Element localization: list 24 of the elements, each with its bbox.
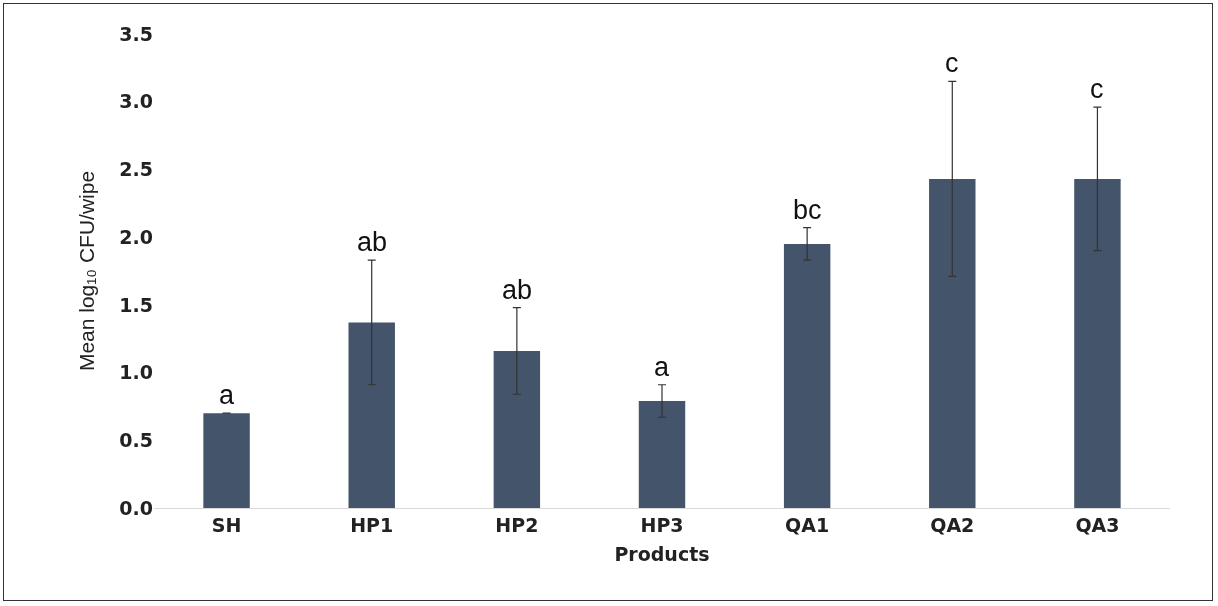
annotation: c xyxy=(1090,74,1104,104)
annotation: bc xyxy=(793,195,822,225)
x-tick-label: SH xyxy=(211,513,242,536)
x-tick-label: QA3 xyxy=(1075,513,1120,536)
y-tick-label: 0.0 xyxy=(119,496,153,519)
y-tick-label: 1.5 xyxy=(119,293,153,316)
x-tick-label: QA2 xyxy=(930,513,975,536)
y-tick-label: 1.0 xyxy=(119,361,153,384)
x-tick-label: HP1 xyxy=(350,513,394,536)
y-tick-label: 0.5 xyxy=(119,428,153,451)
annotation: ab xyxy=(502,275,533,305)
x-tick-label: HP2 xyxy=(495,513,539,536)
annotation: a xyxy=(654,352,670,382)
annotation: ab xyxy=(357,227,388,257)
y-tick-label: 2.0 xyxy=(119,225,153,248)
y-tick-label: 3.0 xyxy=(119,90,153,113)
y-axis-title: Mean log₁₀ CFU/wipe xyxy=(75,170,99,372)
x-axis-title: Products xyxy=(614,542,710,565)
y-tick-label: 2.5 xyxy=(119,158,153,181)
annotation: c xyxy=(945,48,959,78)
x-tick-label: HP3 xyxy=(640,513,684,536)
x-tick-label: QA1 xyxy=(785,513,830,536)
annotation: a xyxy=(219,380,235,410)
y-tick-label: 3.5 xyxy=(119,22,153,45)
